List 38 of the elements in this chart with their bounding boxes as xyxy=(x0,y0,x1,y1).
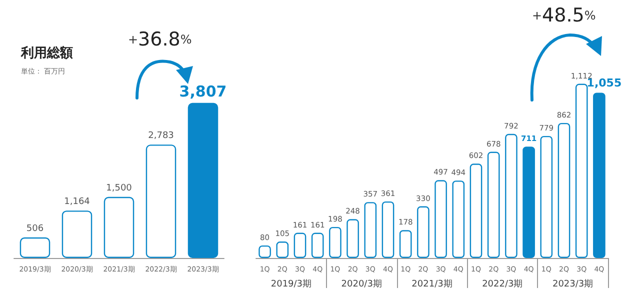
data-label: 2,783 xyxy=(148,131,174,142)
data-label: 1,500 xyxy=(106,183,132,194)
bar xyxy=(311,232,324,258)
bar xyxy=(329,226,342,258)
data-label: 506 xyxy=(26,224,44,234)
bar xyxy=(575,84,588,258)
bar xyxy=(346,219,359,258)
text: 2020/3期 xyxy=(341,278,382,290)
text: 2022/3期 xyxy=(482,278,523,290)
bar xyxy=(434,180,447,258)
bar xyxy=(470,164,482,258)
bar xyxy=(452,180,465,258)
bar xyxy=(276,242,289,258)
bar xyxy=(487,152,500,258)
text: 2019/3期 xyxy=(270,278,312,290)
bar xyxy=(62,210,92,258)
bar xyxy=(417,206,430,258)
bar xyxy=(146,144,176,258)
bar xyxy=(593,92,606,258)
data-label: 1,055 xyxy=(586,76,622,90)
text: +48.5% xyxy=(532,4,596,26)
bar xyxy=(505,134,518,258)
bar xyxy=(20,237,50,258)
data-label: 3,807 xyxy=(179,82,227,100)
data-label: 1,164 xyxy=(64,197,90,208)
bar xyxy=(558,122,570,258)
bar xyxy=(540,136,553,258)
bar xyxy=(382,201,394,258)
bar xyxy=(522,146,535,258)
bar xyxy=(364,202,377,258)
text: 2023/3期 xyxy=(552,278,594,290)
text: +36.8% xyxy=(128,28,192,50)
text: 2021/3期 xyxy=(412,278,452,290)
bar xyxy=(294,232,306,258)
bar xyxy=(188,102,218,258)
bar xyxy=(104,196,134,258)
bar xyxy=(399,230,412,258)
chart-title: 利用総額 xyxy=(20,45,73,61)
